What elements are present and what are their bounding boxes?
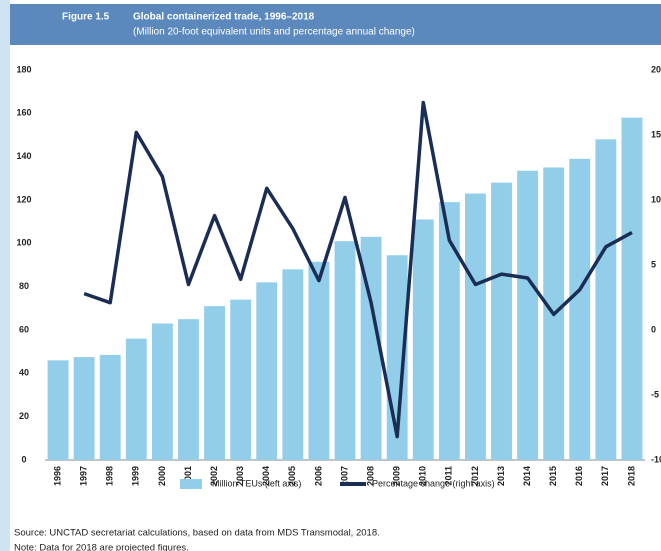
y-tick-label: 40 xyxy=(19,368,29,378)
bar xyxy=(204,306,225,460)
chart-subtitle: (Million 20-foot equivalent units and pe… xyxy=(133,27,415,38)
bar xyxy=(621,117,643,461)
x-tick-label: 2013 xyxy=(496,466,506,486)
bar xyxy=(47,360,69,460)
line xyxy=(83,100,633,439)
x-tick-label: 2002 xyxy=(209,466,219,486)
x-tick-label: 1998 xyxy=(105,466,115,486)
x-tick-label: 2003 xyxy=(235,466,245,486)
x-tick-label: 2014 xyxy=(522,466,532,486)
y2-tick-label: 20 xyxy=(651,64,661,74)
y-tick-label: 180 xyxy=(16,64,31,74)
x-tick-label: 2004 xyxy=(261,466,271,486)
bar xyxy=(412,219,434,460)
x-tick-label: 1997 xyxy=(79,466,89,486)
y-tick-label: 60 xyxy=(19,324,29,334)
x-tick-label: 1996 xyxy=(52,466,62,486)
chart-title: Global containerized trade, 1996–2018 xyxy=(133,12,315,23)
y-tick-label: 120 xyxy=(16,194,31,204)
legend-label: Percentage change (right axis) xyxy=(372,478,495,488)
x-tick-label: 2016 xyxy=(574,466,584,486)
bar xyxy=(438,202,460,460)
x-tick-label: 2012 xyxy=(470,466,480,486)
figure-label: Figure 1.5 xyxy=(62,12,110,23)
x-tick-label: 2010 xyxy=(418,466,428,486)
bar xyxy=(517,170,539,460)
x-tick-label: 1999 xyxy=(131,466,141,486)
x-tick-label: 2001 xyxy=(183,466,193,486)
x-tick-label: 2006 xyxy=(313,466,323,486)
legend-swatch xyxy=(180,479,202,489)
bar xyxy=(256,282,278,460)
bar xyxy=(465,193,486,460)
bar xyxy=(230,299,252,460)
legend-label: Million TEUs (left axis) xyxy=(212,478,301,488)
y-tick-label: 140 xyxy=(16,151,31,161)
y2-tick-label: 10 xyxy=(651,194,661,204)
bar xyxy=(282,269,304,460)
bar xyxy=(491,182,512,460)
y2-tick-label: 0 xyxy=(651,324,656,334)
x-tick-label: 2011 xyxy=(444,466,454,486)
x-tick-label: 2000 xyxy=(157,466,167,486)
header-band xyxy=(10,4,661,45)
source: Source: UNCTAD secretariat calculations,… xyxy=(14,528,380,539)
y2-tick-label: -10 xyxy=(651,454,661,464)
y-tick-label: 0 xyxy=(21,454,26,464)
y-tick-label: 160 xyxy=(16,108,31,118)
x-tick-label: 2005 xyxy=(287,466,297,486)
bar xyxy=(595,139,617,461)
bar xyxy=(308,261,330,460)
note: Note: Data for 2018 are projected figure… xyxy=(14,543,189,551)
y2-tick-label: 15 xyxy=(651,129,661,139)
x-tick-label: 2007 xyxy=(339,466,349,486)
bar xyxy=(99,354,121,460)
y-tick-label: 20 xyxy=(19,411,29,421)
bar xyxy=(151,323,173,460)
y-tick-label: 100 xyxy=(16,238,31,248)
x-tick-label: 2015 xyxy=(548,466,558,486)
bar xyxy=(334,241,356,460)
bar xyxy=(360,236,382,460)
y-tick-label: 80 xyxy=(19,281,29,291)
x-tick-label: 2018 xyxy=(626,466,636,486)
bar xyxy=(125,338,147,460)
x-tick-label: 2017 xyxy=(600,466,610,486)
y2-tick-label: -5 xyxy=(651,389,659,399)
x-tick-label: 2008 xyxy=(365,466,375,486)
bar xyxy=(569,158,591,461)
y2-tick-label: 5 xyxy=(651,259,656,269)
bar xyxy=(73,357,95,460)
bar xyxy=(178,319,199,460)
x-tick-label: 2009 xyxy=(392,466,402,486)
